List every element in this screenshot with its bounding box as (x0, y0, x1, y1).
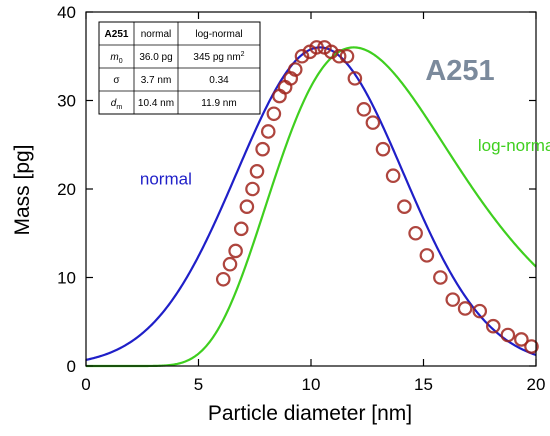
data-point (433, 270, 448, 285)
table-header-cell: A251 (105, 29, 129, 40)
data-point (408, 225, 423, 241)
y-tick-label: 0 (67, 357, 76, 376)
table-symbol: d (111, 98, 117, 109)
table-normal-cell: 3.7 nm (141, 75, 172, 86)
table-lognormal-value: 345 pg nm (193, 52, 240, 63)
data-point (287, 62, 303, 77)
data-point (260, 124, 276, 139)
table-lognormal-value: 11.9 nm (201, 98, 236, 109)
table-header-cell: normal (141, 29, 172, 40)
data-point (356, 102, 372, 117)
x-tick-label: 0 (81, 375, 90, 394)
table-symbol: m (110, 52, 118, 63)
table-symbol-cell: m0 (110, 52, 122, 65)
data-point (339, 48, 355, 64)
table-symbol: σ (113, 75, 120, 86)
data-point (524, 339, 539, 354)
data-point (485, 318, 501, 334)
table-lognormal-cell: 345 pg nm2 (193, 51, 244, 63)
data-point (255, 141, 270, 157)
table-lognormal-superscript: 2 (241, 51, 245, 58)
x-axis-title: Particle diameter [nm] (208, 402, 412, 425)
table-header-cell: log-normal (195, 29, 242, 40)
data-point (239, 199, 255, 214)
y-tick-label: 40 (57, 3, 76, 22)
table-symbol-subscript: 0 (119, 58, 123, 65)
data-point (294, 48, 310, 64)
table-normal-cell: 10.4 nm (138, 98, 174, 109)
table-symbol-cell: σ (113, 75, 120, 86)
curve-labels: normal log-normal (140, 136, 550, 189)
y-tick-label: 10 (57, 269, 76, 288)
data-point (266, 106, 282, 122)
data-point (222, 256, 238, 272)
data-point (323, 44, 339, 60)
data-point (233, 221, 249, 237)
data-point (445, 292, 461, 307)
data-point (309, 40, 324, 55)
y-tick-label: 30 (57, 92, 76, 111)
data-point (385, 168, 401, 184)
table-lognormal-value: 0.34 (209, 75, 229, 86)
label-normal: normal (140, 170, 192, 189)
table-symbol-subscript: m (116, 104, 122, 111)
table-normal-cell: 36.0 pg (139, 52, 172, 63)
data-point (375, 141, 391, 157)
data-point (365, 115, 381, 130)
x-tick-label: 10 (302, 375, 321, 394)
y-tick-label: 20 (57, 180, 76, 199)
data-point (215, 271, 231, 287)
data-point (397, 199, 412, 214)
x-tick-label: 20 (527, 375, 546, 394)
data-point (249, 164, 265, 179)
label-log-normal: log-normal (478, 136, 550, 155)
table-lognormal-cell: 11.9 nm (201, 98, 236, 109)
data-point (245, 181, 260, 197)
measured-points (215, 40, 539, 354)
chart-title: A251 (425, 55, 494, 87)
table-lognormal-cell: 0.34 (209, 75, 229, 86)
data-point (347, 71, 363, 86)
data-point (419, 248, 435, 263)
table-symbol-cell: dm (111, 98, 123, 111)
x-tick-label: 5 (194, 375, 203, 394)
y-axis-title: Mass [pg] (11, 144, 34, 235)
data-point (331, 48, 347, 64)
data-point (514, 332, 529, 347)
data-point (228, 243, 243, 259)
data-point (472, 303, 488, 319)
data-point (500, 327, 516, 343)
x-tick-label: 15 (414, 375, 433, 394)
data-point (457, 301, 473, 316)
